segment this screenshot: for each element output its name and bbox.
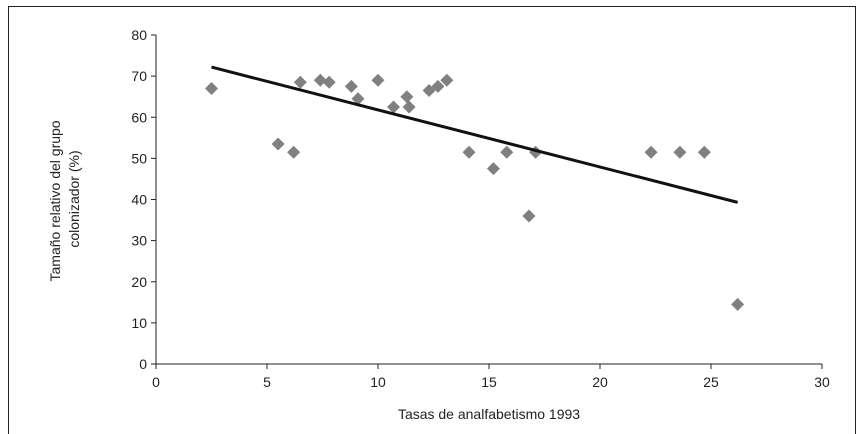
- data-point: [313, 73, 327, 87]
- y-tick-label: 10: [131, 315, 147, 331]
- x-tick-label: 0: [152, 374, 160, 390]
- data-point: [486, 162, 500, 176]
- y-tick-label: 70: [131, 68, 147, 84]
- data-point: [697, 145, 711, 159]
- data-point: [402, 100, 416, 114]
- data-point: [371, 73, 385, 87]
- y-tick-label: 30: [131, 233, 147, 249]
- x-tick-label: 5: [263, 374, 271, 390]
- data-point: [644, 145, 658, 159]
- data-point: [322, 75, 336, 89]
- data-point: [287, 145, 301, 159]
- data-point: [500, 145, 514, 159]
- y-tick-label: 20: [131, 274, 147, 290]
- chart-frame: [8, 6, 856, 434]
- y-tick-label: 0: [139, 356, 147, 372]
- data-point: [462, 145, 476, 159]
- y-tick-label: 40: [131, 192, 147, 208]
- axes: 0 10 20 30 40 50 60 70 80 0 5 10 15 20 25 30: [131, 27, 830, 390]
- y-axis-title-line-2: colonizador (%): [66, 150, 82, 247]
- data-point: [731, 297, 745, 311]
- x-tick-label: 10: [370, 374, 386, 390]
- y-axis-title-line-1: Tamaño relativo del grupo: [47, 120, 63, 281]
- x-tick-label: 25: [703, 374, 719, 390]
- data-point: [293, 75, 307, 89]
- x-axis-title: Tasas de analfabetismo 1993: [398, 406, 580, 422]
- x-tick-label: 30: [814, 374, 830, 390]
- data-point: [400, 90, 414, 104]
- data-point: [271, 137, 285, 151]
- y-tick-label: 80: [131, 27, 147, 43]
- trendline-group: [211, 65, 739, 204]
- data-point: [344, 79, 358, 93]
- data-point: [387, 100, 401, 114]
- data-point: [351, 92, 365, 106]
- x-tick-label: 15: [481, 374, 497, 390]
- y-tick-label: 60: [131, 109, 147, 125]
- data-point: [205, 81, 218, 95]
- data-point: [431, 79, 445, 93]
- data-point: [673, 145, 687, 159]
- trendline: [211, 65, 739, 204]
- y-axis-title: Tamaño relativo del grupo colonizador (%…: [47, 117, 82, 282]
- data-point: [522, 209, 536, 223]
- x-tick-label: 20: [592, 374, 608, 390]
- y-tick-label: 50: [131, 150, 147, 166]
- data-point: [440, 73, 454, 87]
- data-points: [205, 73, 745, 311]
